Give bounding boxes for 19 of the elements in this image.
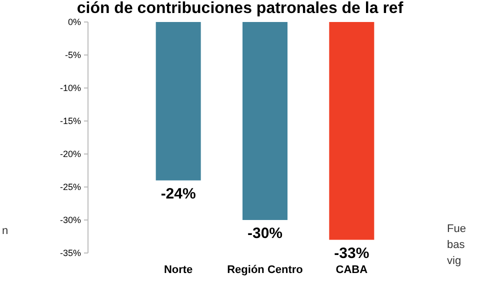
- text: n: [2, 225, 8, 237]
- y-tick-label: -35%: [60, 248, 81, 258]
- x-tick-label: Región Centro: [227, 264, 304, 276]
- data-label: -30%: [247, 225, 283, 242]
- y-tick-label: -25%: [60, 182, 81, 192]
- text: vig: [447, 255, 462, 267]
- y-tick-label: -5%: [64, 50, 81, 60]
- text: Fue: [447, 223, 466, 235]
- y-tick-label: 0%: [68, 17, 81, 28]
- chart-title: ción de contribuciones patronales de la ref: [76, 0, 404, 17]
- y-tick-label: -15%: [60, 116, 81, 126]
- text: bas: [447, 239, 466, 251]
- y-tick-label: -10%: [60, 83, 81, 94]
- data-label: -24%: [160, 185, 196, 202]
- data-label: -33%: [334, 244, 370, 262]
- y-tick-label: -30%: [60, 215, 81, 226]
- x-tick-label: Norte: [164, 264, 193, 276]
- y-tick-label: -20%: [60, 149, 81, 160]
- x-tick-label: CABA: [336, 264, 368, 276]
